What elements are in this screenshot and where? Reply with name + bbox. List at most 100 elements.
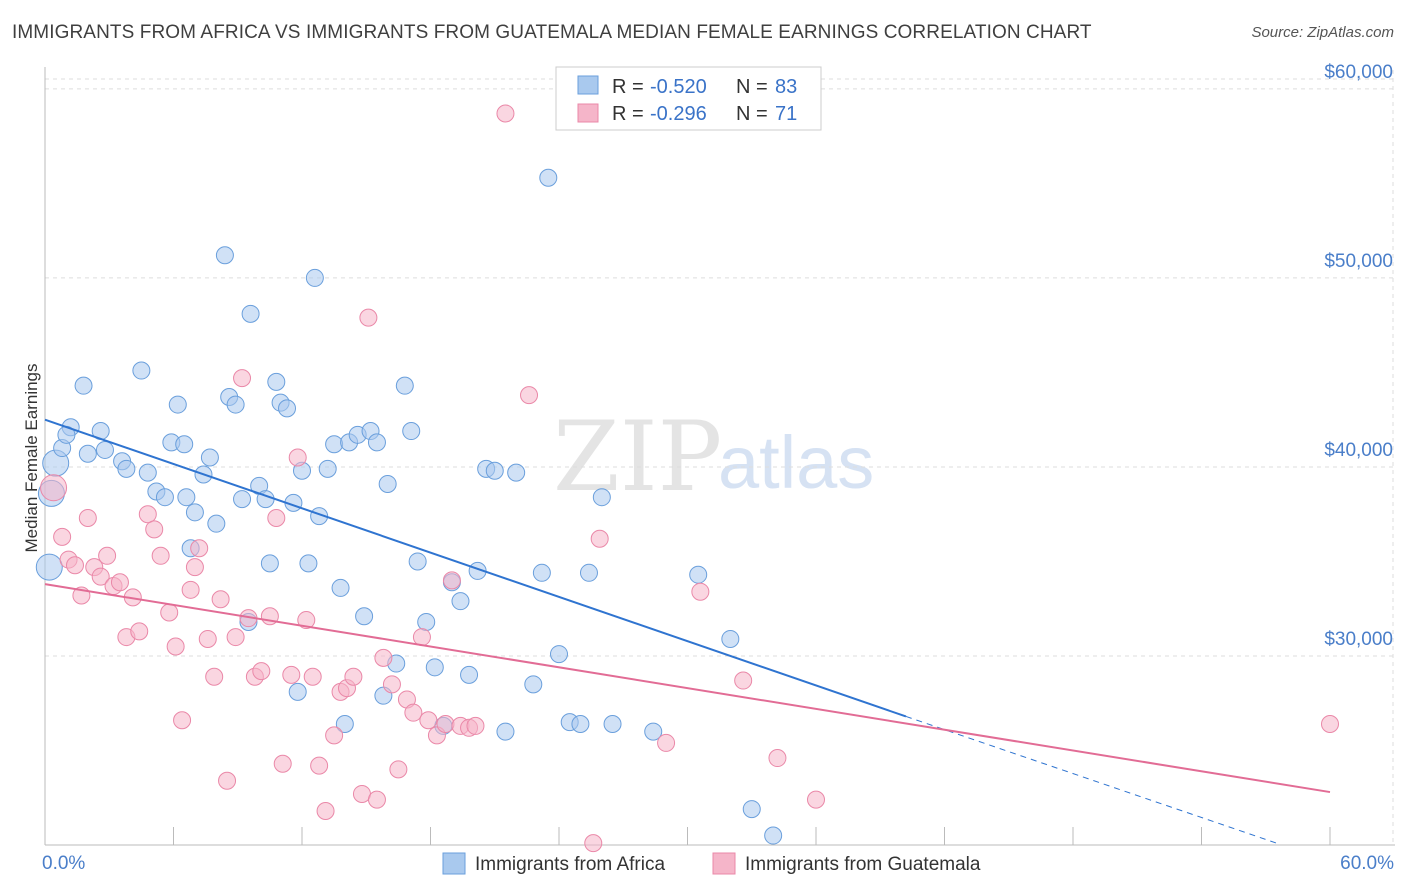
guatemala-point (160, 603, 179, 622)
africa-points (35, 168, 783, 845)
africa-trend-line (44, 418, 907, 718)
legend-swatch-africa (577, 75, 599, 95)
guatemala-point (466, 716, 485, 735)
legend-n-label-africa: N = (736, 76, 768, 98)
africa-point (325, 435, 344, 454)
guatemala-point (584, 834, 603, 853)
guatemala-point (404, 703, 423, 722)
africa-point (288, 682, 307, 701)
africa-point (95, 440, 114, 459)
africa-point (260, 554, 279, 573)
watermark-atlas: atlas (718, 421, 874, 504)
guatemala-point (138, 505, 157, 524)
africa-point (550, 645, 568, 664)
guatemala-point (110, 573, 129, 592)
africa-point (155, 488, 174, 507)
africa-point (78, 444, 97, 463)
guatemala-point (65, 556, 84, 575)
africa-point (200, 448, 219, 467)
africa-point (35, 553, 63, 581)
x-tick-labels: 0.0% 60.0% (42, 853, 1394, 874)
legend-n-label-guatemala: N = (736, 103, 768, 125)
africa-point (539, 168, 558, 187)
africa-point (485, 461, 504, 480)
africa-point (175, 435, 194, 454)
africa-point (367, 433, 386, 452)
guatemala-point (520, 386, 539, 405)
africa-trend-extension (905, 715, 1277, 844)
africa-point (168, 395, 187, 414)
guatemala-point (130, 622, 149, 641)
guatemala-point (267, 508, 286, 527)
legend-swatch-guatemala (577, 103, 599, 123)
guatemala-point (691, 582, 710, 601)
africa-point (496, 722, 515, 741)
africa-point (278, 399, 297, 418)
guatemala-point (205, 667, 224, 686)
africa-point (644, 722, 663, 741)
africa-point (215, 246, 234, 265)
y-tick-label: $50,000 (1324, 251, 1393, 272)
africa-point (603, 715, 622, 734)
africa-point (460, 665, 479, 684)
africa-point (579, 563, 598, 582)
trend-lines (44, 418, 1331, 844)
guatemala-point (310, 756, 329, 775)
guatemala-point (273, 754, 292, 773)
guatemala-point (657, 733, 676, 752)
guatemala-point (496, 104, 515, 123)
africa-point (207, 514, 226, 533)
legend-n-value-africa: 83 (775, 76, 797, 98)
y-tick-label: $30,000 (1324, 629, 1393, 650)
africa-point (305, 268, 324, 287)
africa-point (233, 490, 252, 509)
series-legend-label-africa: Immigrants from Africa (475, 854, 665, 875)
series-legend-swatch-guatemala (712, 852, 736, 875)
legend-r-label-africa: R = (612, 76, 644, 98)
guatemala-point (389, 760, 408, 779)
watermark: ZIP atlas (553, 401, 874, 513)
guatemala-point (91, 567, 110, 586)
guatemala-point (198, 629, 217, 648)
africa-point (721, 629, 740, 648)
legend-r-value-africa: -0.520 (650, 76, 707, 98)
watermark-zip: ZIP (553, 401, 722, 513)
africa-point (507, 463, 526, 482)
africa-point (177, 488, 196, 507)
guatemala-point (768, 749, 787, 768)
guatemala-point (40, 474, 68, 502)
guatemala-point (181, 580, 200, 599)
guatemala-point (807, 790, 825, 809)
africa-point (185, 503, 204, 522)
chart-source: Source: ZipAtlas.com (1251, 24, 1394, 41)
africa-point (318, 459, 337, 478)
guatemala-point (442, 571, 461, 590)
guatemala-point (325, 726, 344, 745)
africa-point (117, 459, 136, 478)
africa-point (408, 552, 427, 571)
guatemala-point (145, 520, 164, 539)
guatemala-point (173, 711, 192, 730)
guatemala-point (1321, 715, 1339, 734)
guatemala-point (282, 665, 301, 684)
africa-point (532, 563, 551, 582)
x-tick-label: 60.0% (1340, 853, 1394, 874)
legend-box (555, 66, 822, 131)
africa-point (267, 372, 286, 391)
africa-point (571, 715, 590, 734)
africa-point (378, 474, 397, 493)
guatemala-point (316, 801, 335, 820)
guatemala-point (185, 558, 204, 577)
africa-point (138, 463, 157, 482)
legend-r-value-guatemala: -0.296 (650, 103, 707, 125)
africa-point (764, 826, 783, 845)
africa-point (331, 578, 350, 597)
guatemala-point (419, 711, 438, 730)
x-tick-label: 0.0% (42, 853, 85, 874)
y-tick-label: $40,000 (1324, 440, 1393, 461)
guatemala-trend-line (44, 583, 1331, 794)
guatemala-point (211, 590, 230, 609)
africa-point (417, 612, 436, 631)
series-legend-swatch-africa (442, 852, 466, 875)
